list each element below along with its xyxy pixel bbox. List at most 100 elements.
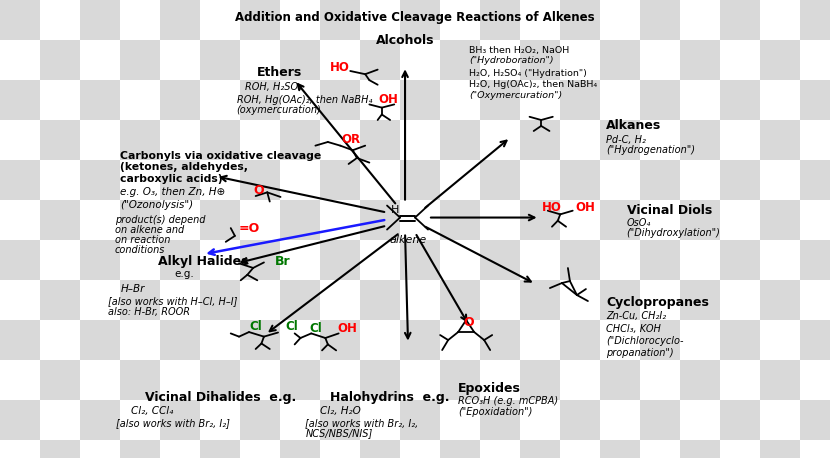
Text: carboxylic acids): carboxylic acids) — [120, 174, 223, 184]
Text: e.g. O₃, then Zn, H⊕: e.g. O₃, then Zn, H⊕ — [120, 187, 226, 197]
Bar — [320, 120, 360, 160]
Bar — [720, 240, 760, 280]
Bar — [520, 200, 560, 240]
Bar — [560, 160, 600, 200]
Bar — [280, 80, 320, 120]
Text: ROH, H₂SO₄: ROH, H₂SO₄ — [245, 82, 302, 92]
Bar — [240, 120, 280, 160]
Bar — [440, 40, 480, 80]
Bar — [480, 80, 520, 120]
Bar — [320, 400, 360, 440]
Text: HO: HO — [542, 201, 562, 213]
Text: BH₃ then H₂O₂, NaOH: BH₃ then H₂O₂, NaOH — [469, 46, 569, 55]
Bar — [800, 280, 830, 320]
Bar — [560, 80, 600, 120]
Bar — [40, 40, 80, 80]
Text: O: O — [253, 184, 264, 196]
Bar — [640, 80, 680, 120]
Bar — [480, 440, 520, 458]
Bar — [40, 0, 80, 40]
Bar — [440, 400, 480, 440]
Bar — [160, 0, 200, 40]
Text: product(s) depend: product(s) depend — [115, 215, 205, 225]
Bar — [720, 440, 760, 458]
Bar — [320, 0, 360, 40]
Bar — [280, 320, 320, 360]
Bar — [160, 320, 200, 360]
Bar — [200, 40, 240, 80]
Bar — [280, 280, 320, 320]
Bar — [360, 80, 400, 120]
Bar — [400, 320, 440, 360]
Text: Vicinal Dihalides  e.g.: Vicinal Dihalides e.g. — [145, 391, 296, 404]
Text: H–Br: H–Br — [120, 284, 144, 294]
Bar — [360, 200, 400, 240]
Text: =O: =O — [239, 222, 261, 234]
Bar — [400, 160, 440, 200]
Bar — [320, 200, 360, 240]
Bar — [160, 40, 200, 80]
Text: OH: OH — [575, 201, 595, 213]
Bar — [280, 400, 320, 440]
Bar — [520, 280, 560, 320]
Bar — [720, 40, 760, 80]
Bar — [480, 320, 520, 360]
Bar — [320, 440, 360, 458]
Bar — [760, 440, 800, 458]
Bar — [0, 80, 40, 120]
Bar — [800, 240, 830, 280]
Bar — [520, 40, 560, 80]
Text: ("Hydrogenation"): ("Hydrogenation") — [606, 145, 695, 155]
Bar — [360, 160, 400, 200]
Bar — [120, 80, 160, 120]
Bar — [120, 240, 160, 280]
Bar — [200, 240, 240, 280]
Bar — [120, 440, 160, 458]
Bar — [400, 200, 440, 240]
Bar — [600, 400, 640, 440]
Bar — [40, 320, 80, 360]
Bar — [560, 40, 600, 80]
Bar — [680, 400, 720, 440]
Bar — [320, 320, 360, 360]
Bar — [800, 320, 830, 360]
Bar — [520, 360, 560, 400]
Text: OH: OH — [378, 93, 398, 106]
Bar — [600, 360, 640, 400]
Bar — [280, 240, 320, 280]
Bar — [560, 200, 600, 240]
Bar — [160, 200, 200, 240]
Bar — [0, 320, 40, 360]
Bar — [640, 160, 680, 200]
Text: ("Dichlorocyclo-: ("Dichlorocyclo- — [606, 336, 683, 346]
Bar — [240, 0, 280, 40]
Text: propanation"): propanation") — [606, 348, 673, 358]
Bar — [600, 160, 640, 200]
Bar — [720, 80, 760, 120]
Text: ("Hydroboration"): ("Hydroboration") — [469, 56, 554, 65]
Bar — [800, 160, 830, 200]
Text: Alkanes: Alkanes — [606, 120, 662, 132]
Bar — [520, 440, 560, 458]
Bar — [0, 440, 40, 458]
Bar — [240, 240, 280, 280]
Text: Cl: Cl — [286, 320, 299, 333]
Bar — [80, 240, 120, 280]
Bar — [0, 160, 40, 200]
Bar — [560, 360, 600, 400]
Bar — [400, 440, 440, 458]
Text: OsO₄: OsO₄ — [627, 218, 651, 228]
Bar — [800, 80, 830, 120]
Bar — [800, 40, 830, 80]
Bar — [680, 40, 720, 80]
Bar — [0, 240, 40, 280]
Bar — [280, 360, 320, 400]
Bar — [800, 440, 830, 458]
Bar — [720, 360, 760, 400]
Bar — [520, 160, 560, 200]
Bar — [160, 80, 200, 120]
Bar — [640, 360, 680, 400]
Bar — [760, 40, 800, 80]
Bar — [440, 160, 480, 200]
Bar — [360, 440, 400, 458]
